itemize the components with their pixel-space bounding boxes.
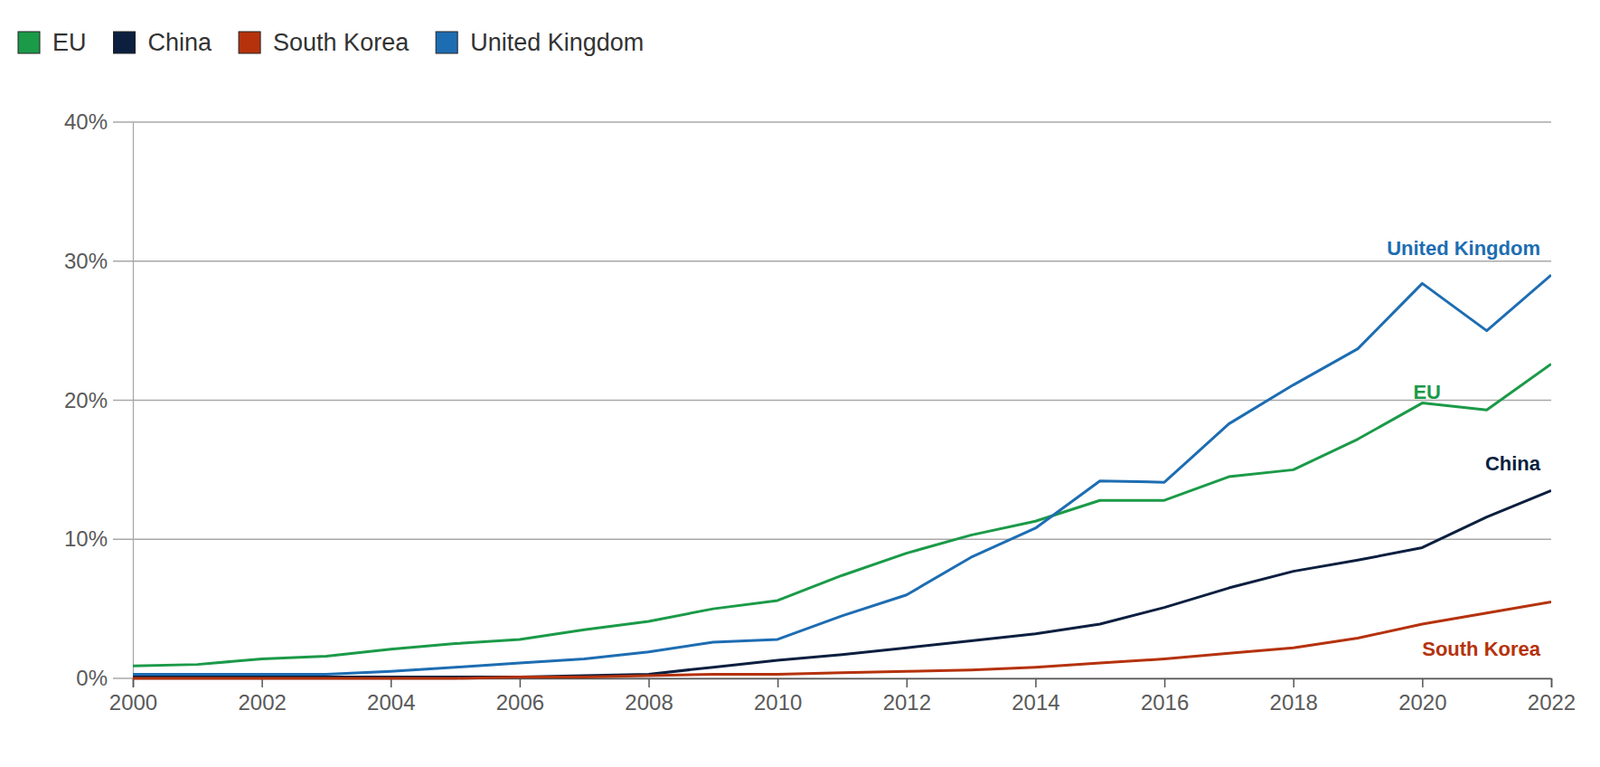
series-line (132, 489, 1552, 677)
x-tick-mark (1292, 677, 1295, 688)
x-tick: 2016 (1140, 677, 1189, 715)
y-tick: 30% (64, 248, 133, 273)
legend-item: United Kingdom (435, 28, 644, 57)
y-tick-label: 40% (64, 109, 108, 134)
y-tick-label: 30% (64, 248, 108, 273)
x-tick: 2004 (367, 677, 415, 715)
y-tick: 40% (64, 109, 133, 134)
legend-swatch (435, 31, 458, 54)
x-tick-mark (1551, 677, 1553, 688)
x-tick-mark (906, 677, 909, 688)
x-tick: 2010 (753, 677, 802, 715)
legend-label: EU (52, 28, 87, 57)
x-tick: 2006 (496, 677, 545, 715)
x-tick: 2014 (1011, 677, 1060, 715)
x-tick-mark (1035, 677, 1037, 688)
end-label: South Korea (1421, 637, 1542, 660)
x-tick-label: 2014 (1011, 689, 1060, 715)
x-tick-label: 2020 (1398, 689, 1447, 715)
legend-swatch (238, 31, 261, 54)
legend-item: China (113, 28, 214, 57)
legend-swatch (113, 31, 136, 54)
x-tick-label: 2022 (1527, 689, 1576, 715)
grid (112, 122, 1552, 678)
x-tick-label: 2008 (624, 689, 673, 715)
legend-item: South Korea (238, 28, 410, 57)
x-tick-label: 2004 (367, 689, 415, 715)
legend-label: South Korea (272, 28, 410, 57)
x-tick-mark (1421, 677, 1424, 688)
legend-label: United Kingdom (470, 28, 644, 57)
x-tick: 2000 (109, 677, 158, 715)
x-tick: 2018 (1270, 677, 1318, 715)
y-axis: 0% 10% 20% 30% 40% (64, 109, 134, 690)
x-tick-label: 2016 (1140, 689, 1189, 715)
legend: EU China South Korea United Kingdom (18, 28, 644, 57)
end-label: EU (1412, 380, 1441, 404)
x-tick-label: 2006 (496, 689, 545, 715)
grid-line (112, 260, 1552, 262)
legend-item: EU (18, 28, 87, 57)
lines (132, 274, 1552, 678)
x-tick-mark (777, 677, 780, 688)
x-tick: 2008 (624, 677, 673, 715)
grid-line (112, 538, 1552, 540)
x-tick: 2002 (237, 677, 286, 715)
grid-line (112, 121, 1552, 123)
x-axis-line (133, 678, 1553, 688)
x-tick-mark (1164, 677, 1167, 688)
y-axis-line (132, 122, 134, 679)
y-tick-label: 0% (75, 665, 108, 690)
legend-swatch (18, 31, 40, 54)
x-tick-label: 2010 (753, 689, 802, 715)
series-line (132, 364, 1552, 667)
grid-line (112, 399, 1552, 401)
x-tick-label: 2002 (237, 689, 286, 715)
legend-label: China (148, 28, 214, 57)
end-labels: EU China South Korea United Kingdom (1386, 236, 1542, 660)
end-label: China (1485, 451, 1542, 475)
chart: 0%10%20%30%40%20002002200420062008201020… (0, 0, 1600, 767)
y-tick: 0% (75, 665, 133, 690)
x-tick-label: 2012 (883, 689, 932, 715)
end-label: United Kingdom (1386, 236, 1541, 260)
x-axis: 2000 2002 2004 2006 2008 2010 2012 2014 2016 2018… (109, 677, 1576, 715)
series-line (132, 274, 1552, 674)
x-tick-mark (519, 677, 522, 688)
x-tick: 2022 (1527, 677, 1576, 715)
x-tick-label: 2018 (1270, 689, 1318, 715)
x-tick: 2012 (883, 677, 932, 715)
x-tick-mark (648, 677, 650, 688)
y-tick-label: 20% (64, 387, 108, 413)
series-line (132, 601, 1552, 678)
x-tick: 2020 (1398, 677, 1447, 715)
y-tick: 20% (64, 387, 133, 413)
y-tick-label: 10% (64, 526, 108, 551)
y-tick: 10% (64, 526, 133, 551)
x-tick-label: 2000 (109, 689, 158, 715)
